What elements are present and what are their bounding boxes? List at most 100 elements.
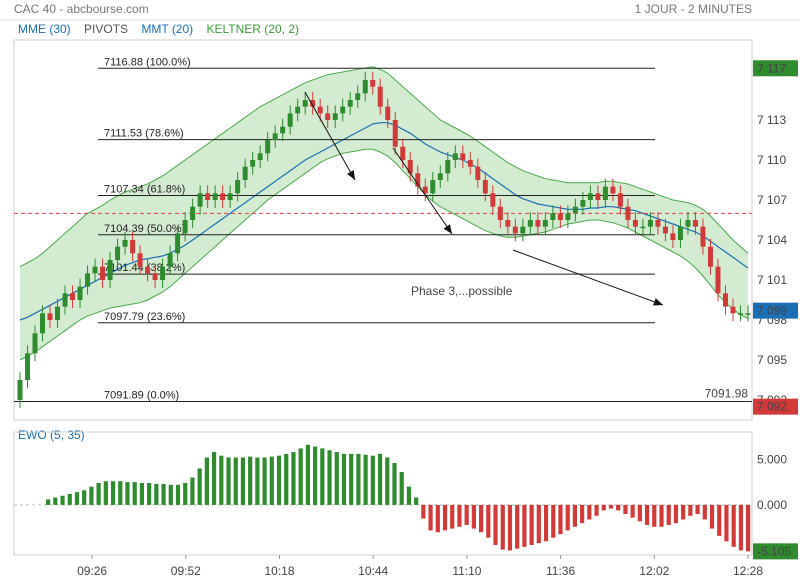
candle [460,153,466,160]
legend-ema30[interactable]: MME (30) [18,22,71,36]
candle [370,80,376,87]
candle [602,186,608,200]
candle [610,186,616,194]
ewo-bar [652,504,657,527]
ewo-bar [197,468,202,505]
ewo-bar [644,504,650,525]
ewo-bar [551,504,556,538]
candle [475,166,481,180]
candle [565,213,571,220]
ewo-bar [139,483,145,505]
candle [640,226,646,229]
ewo-bar [421,504,426,519]
candle [317,106,323,114]
ewo-bar [493,504,498,545]
candle [430,180,436,194]
trend-arrow-1 [304,91,356,181]
candle [287,113,293,127]
timeframe-label[interactable]: 1 JOUR - 2 MINUTES [634,2,752,16]
legend-keltner[interactable]: KELTNER (20, 2) [206,22,299,36]
y-tick-label: 7 095 [757,353,787,367]
candle [655,220,661,227]
ewo-bar [82,490,87,505]
candle [407,160,413,174]
candle [190,206,196,220]
ewo-bar [132,482,137,505]
candle [452,153,458,160]
legend-mmt20[interactable]: MMT (20) [141,22,194,36]
ewo-bar [500,504,505,550]
candle [152,273,158,280]
ewo-bar [147,483,152,505]
ewo-bar [486,504,491,538]
candle [107,260,113,280]
trend-arrow-1-head [347,170,355,180]
ewo-bar [298,448,303,505]
ewo-bar [695,504,700,514]
ewo-panel-frame [13,431,753,556]
ewo-bar [406,486,412,505]
ewo-bar [305,444,310,505]
ewo-bar [587,504,592,520]
candle [580,200,586,207]
ewo-bar [666,504,671,525]
ewo-bar [558,504,563,535]
candle [40,313,46,334]
x-tick-label: 12:02 [639,564,669,578]
candle [250,160,256,167]
trend-arrow-3 [512,249,664,306]
candle [700,226,706,247]
ewo-bar [370,455,375,505]
candle [197,193,203,207]
ewo-bar [464,504,469,525]
ewo-bar [377,453,383,505]
candle [167,253,173,267]
y-tick-label: 7 113 [757,113,786,127]
ewo-bar [276,455,282,505]
ewo-bar [673,504,679,524]
ewo-bar [623,504,628,514]
candle [595,193,601,200]
ewo-bar [565,504,570,531]
x-tick-label: 09:26 [77,564,107,578]
candle [745,313,751,315]
candle [25,353,31,380]
candle [730,306,736,314]
y-tick-label: 7 110 [757,153,786,167]
ewo-bar [269,456,274,505]
candle [685,220,691,227]
ewo-bar [659,504,664,527]
ewo-bar [522,504,527,547]
ewo-bar [363,454,368,505]
candle [647,220,653,227]
ewo-bar [53,497,58,505]
candle [572,206,578,214]
candle [467,160,473,167]
candle [362,80,368,94]
candle [137,253,143,267]
y-tick-label: 7 107 [757,193,787,207]
candle [692,220,698,227]
ewo-bar [183,483,188,505]
ewo-last-marker [753,543,798,560]
candle [17,380,23,400]
ewo-bar [616,504,621,511]
candle [535,220,541,227]
fibonacci-label: 7101.44 (38.2%) [104,262,185,274]
ewo-bar [457,504,462,527]
candle [115,246,121,260]
candle [220,193,226,200]
candle [497,206,503,220]
ewo-bar [572,504,578,527]
ewo-bar [601,504,606,511]
ewo-bar [536,504,541,544]
candle [70,293,76,300]
ewo-bar [738,504,743,551]
legend-pivots[interactable]: PIVOTS [84,22,129,36]
x-tick-label: 10:44 [358,564,388,578]
ewo-bar [515,504,520,549]
candle [212,193,218,200]
ewo-bar [262,457,267,505]
ewo-bar [284,453,289,505]
